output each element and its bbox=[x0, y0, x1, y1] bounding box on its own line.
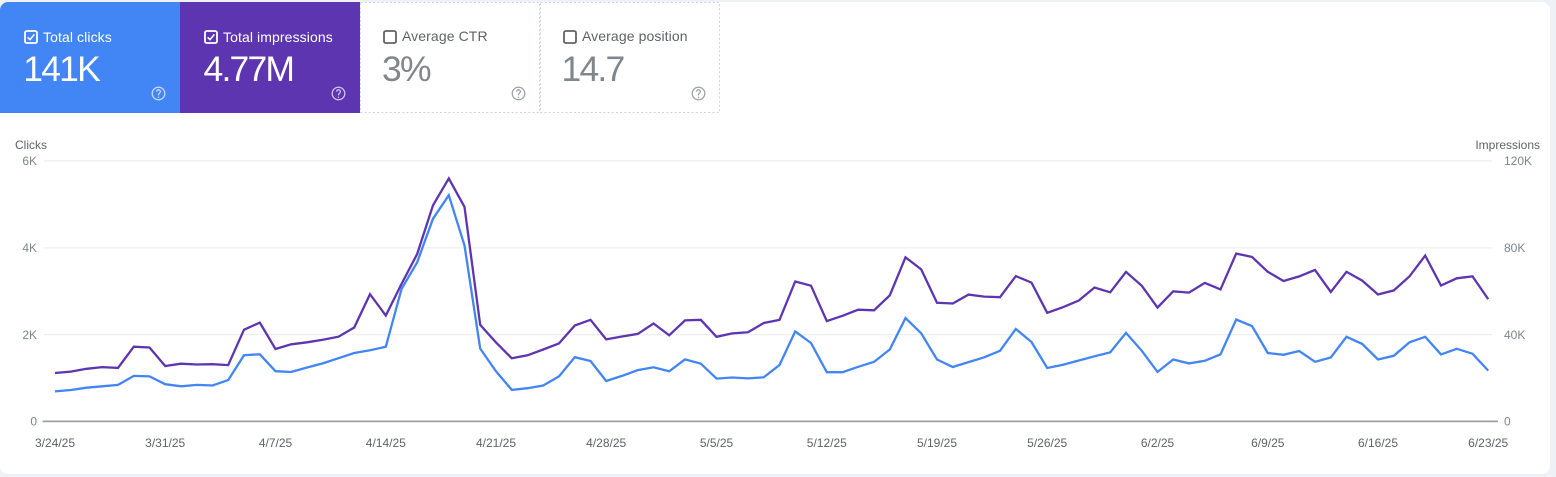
svg-text:6/2/25: 6/2/25 bbox=[1141, 436, 1175, 450]
svg-text:120K: 120K bbox=[1504, 154, 1532, 168]
svg-text:6/16/25: 6/16/25 bbox=[1358, 436, 1398, 450]
svg-text:6/9/25: 6/9/25 bbox=[1251, 436, 1285, 450]
svg-text:4/28/25: 4/28/25 bbox=[586, 436, 626, 450]
svg-text:5/19/25: 5/19/25 bbox=[917, 436, 957, 450]
svg-text:5/5/25: 5/5/25 bbox=[700, 436, 734, 450]
svg-text:4/14/25: 4/14/25 bbox=[366, 436, 406, 450]
svg-text:6/23/25: 6/23/25 bbox=[1468, 436, 1508, 450]
svg-text:3/24/25: 3/24/25 bbox=[35, 436, 75, 450]
svg-text:40K: 40K bbox=[1504, 328, 1525, 342]
svg-text:0: 0 bbox=[1504, 415, 1511, 429]
svg-text:6K: 6K bbox=[22, 154, 37, 168]
svg-text:4/7/25: 4/7/25 bbox=[259, 436, 293, 450]
svg-text:5/12/25: 5/12/25 bbox=[807, 436, 847, 450]
svg-text:0: 0 bbox=[30, 415, 37, 429]
svg-text:4/21/25: 4/21/25 bbox=[476, 436, 516, 450]
svg-text:80K: 80K bbox=[1504, 241, 1525, 255]
svg-text:2K: 2K bbox=[22, 328, 37, 342]
svg-text:4K: 4K bbox=[22, 241, 37, 255]
svg-text:5/26/25: 5/26/25 bbox=[1027, 436, 1067, 450]
svg-text:3/31/25: 3/31/25 bbox=[145, 436, 185, 450]
